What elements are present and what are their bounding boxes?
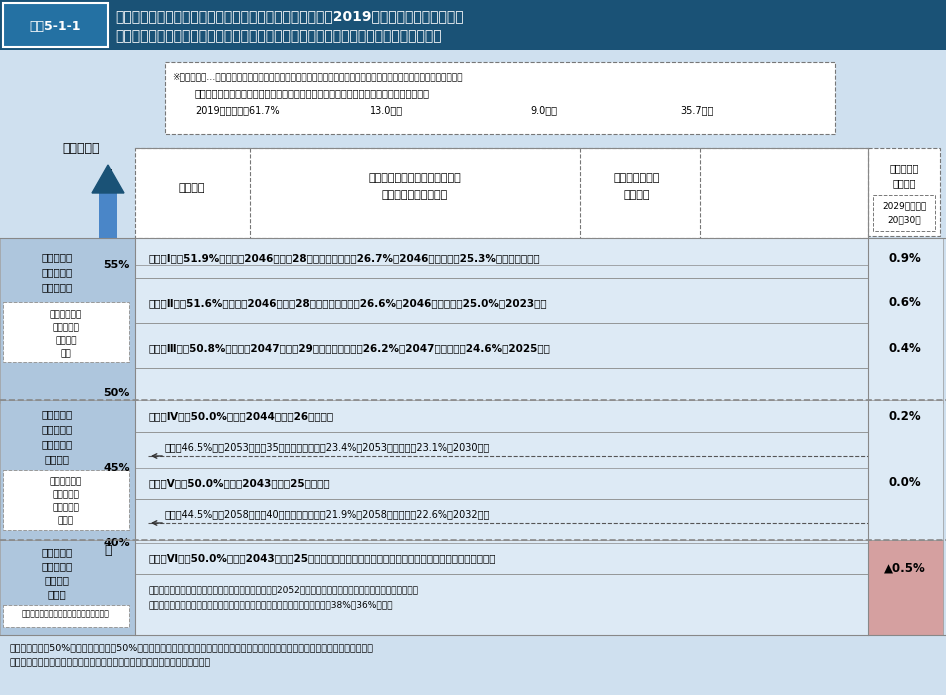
- Text: 給付水準調整の: 給付水準調整の: [614, 173, 660, 183]
- Text: 経済成長と: 経済成長と: [42, 252, 73, 262]
- Text: 35.7万円: 35.7万円: [680, 105, 713, 115]
- Text: 終了年度: 終了年度: [623, 190, 650, 200]
- Text: 0.9%: 0.9%: [888, 252, 921, 265]
- Text: 0.2%: 0.2%: [888, 409, 921, 423]
- Bar: [868, 238, 943, 403]
- Text: （注）46.5%　（2053（令和35）年度）｛基礎：23.4%（2053）、比例：23.1%（2030）｝: （注）46.5% （2053（令和35）年度）｛基礎：23.4%（2053）、比…: [165, 442, 490, 452]
- Text: その後、保険料と国庫負担で賄うことのできる給付水準は、所得代替率38%～36%程度。: その後、保険料と国庫負担で賄うことのできる給付水準は、所得代替率38%～36%程…: [148, 600, 393, 610]
- Text: に接続: に接続: [58, 516, 74, 525]
- Text: ▲0.5%: ▲0.5%: [885, 562, 926, 575]
- Bar: [99, 193, 117, 560]
- Bar: [3, 302, 129, 362]
- Text: ケースⅣ　（50.0%）　（2044（令和26）年度）: ケースⅣ （50.0%） （2044（令和26）年度）: [148, 411, 333, 421]
- Text: 労働参加が: 労働参加が: [42, 561, 73, 571]
- Text: 図表5-1-1: 図表5-1-1: [29, 19, 80, 33]
- Text: 45%: 45%: [103, 463, 130, 473]
- Text: 0.4%: 0.4%: [888, 341, 921, 354]
- Text: 給付水準の調整終了年度と最終的な所得代替率の見通し（2019（令和元）年財政検証）: 給付水準の調整終了年度と最終的な所得代替率の見通し（2019（令和元）年財政検証…: [115, 9, 464, 23]
- Text: ※所得代替率…公的年金の給付水準を示す指標。現役男子の平均手取り収入額に対する年金額の比率により表される。: ※所得代替率…公的年金の給付水準を示す指標。現役男子の平均手取り収入額に対する年…: [172, 72, 463, 81]
- Text: 13.0万円: 13.0万円: [370, 105, 403, 115]
- Text: 労働参加が: 労働参加が: [42, 267, 73, 277]
- Text: －幅広い複数ケースの経済前提における見通し（人口の前提：出生中位、死亡中位）－: －幅広い複数ケースの経済前提における見通し（人口の前提：出生中位、死亡中位）－: [115, 29, 442, 43]
- Text: （＊）機械的に給付水準調整を続けると、国民年金は2052年度に積立金がなくなり完全な賦課方式に移行。: （＊）機械的に給付水準調整を続けると、国民年金は2052年度に積立金がなくなり完…: [148, 585, 418, 594]
- Text: 一定程度進: 一定程度進: [42, 439, 73, 449]
- Text: ケースⅥ　（50.0%）　（2043（令和25）年度）（機械的に基礎、比例ともに給付水準調整を続けた場合）: ケースⅥ （50.0%） （2043（令和25）年度）（機械的に基礎、比例ともに…: [148, 553, 496, 563]
- Bar: [135, 400, 868, 540]
- Text: （内閣府試算のベースラインケースに接続: （内閣府試算のベースラインケースに接続: [22, 610, 110, 619]
- Text: インケース: インケース: [53, 503, 79, 512]
- Text: むケース: むケース: [44, 454, 69, 464]
- Text: 高: 高: [104, 167, 112, 181]
- Text: の成長実現: の成長実現: [53, 323, 79, 332]
- Text: ケースⅤ　（50.0%）　（2043（令和25）年度）: ケースⅤ （50.0%） （2043（令和25）年度）: [148, 478, 329, 488]
- Text: ケースⅠ　　51.9%　　　（2046（令和28）年度）｛基礎：26.7%（2046）、比例：25.3%（調整なし）｝: ケースⅠ 51.9% （2046（令和28）年度）｛基礎：26.7%（2046）…: [148, 253, 539, 263]
- Text: 注：所得代替率50%を下回る場合は、50%で給付水準調整を終了し、給付及び負担の在り方について検討を行うこととされているが、: 注：所得代替率50%を下回る場合は、50%で給付水準調整を終了し、給付及び負担の…: [10, 644, 374, 653]
- Text: 9.0万円: 9.0万円: [530, 105, 557, 115]
- Text: 経済成長と: 経済成長と: [42, 547, 73, 557]
- Text: 経済成長と: 経済成長と: [42, 409, 73, 419]
- Text: （注）44.5%　（2058（令和40）年度）｛基礎：21.9%（2058）、比例：22.6%（2032）｝: （注）44.5% （2058（令和40）年度）｛基礎：21.9%（2058）、比…: [165, 509, 490, 519]
- Bar: [868, 400, 943, 540]
- Bar: [0, 238, 135, 403]
- Bar: [3, 3, 108, 47]
- Bar: [0, 0, 946, 50]
- Text: （実質）: （実質）: [892, 178, 916, 188]
- Text: 所得代替率: 所得代替率: [62, 142, 99, 154]
- Bar: [3, 605, 129, 627]
- Text: ケースⅢ　　50.8%　　　（2047（令和29）年度）｛基礎：26.2%（2047）、比例：24.6%（2025）｝: ケースⅢ 50.8% （2047（令和29）年度）｛基礎：26.2%（2047）…: [148, 343, 550, 353]
- Bar: [165, 62, 835, 134]
- Polygon shape: [92, 165, 124, 193]
- Bar: [135, 238, 868, 403]
- Text: 進むケース: 進むケース: [42, 282, 73, 292]
- Text: 厚生年金の所得代替率: 厚生年金の所得代替率: [382, 190, 448, 200]
- Text: 労働参加が: 労働参加が: [42, 424, 73, 434]
- Bar: [0, 400, 135, 540]
- Text: 0.6%: 0.6%: [888, 297, 921, 309]
- Text: 経済前提: 経済前提: [179, 183, 205, 193]
- Text: 進まない: 進まない: [44, 575, 69, 585]
- Text: ケース: ケース: [47, 589, 66, 599]
- Bar: [135, 540, 868, 635]
- Text: ケースⅡ　　51.6%　　　（2046（令和28）年度）｛基礎：26.6%（2046）、比例：25.0%（2023）｝: ケースⅡ 51.6% （2046（令和28）年度）｛基礎：26.6%（2046）…: [148, 298, 547, 308]
- Text: （内閣府試算: （内閣府試算: [50, 477, 82, 486]
- Bar: [868, 148, 940, 236]
- Bar: [3, 470, 129, 530]
- Text: 低: 低: [104, 544, 112, 557]
- Text: 55%: 55%: [104, 260, 130, 270]
- Bar: [0, 540, 135, 635]
- Bar: [868, 540, 943, 635]
- Text: 所得代替率＝（夫婦２人の基礎年金　＋　夫の厚生年金）／現役男子の平均手取り収入額: 所得代替率＝（夫婦２人の基礎年金 ＋ 夫の厚生年金）／現役男子の平均手取り収入額: [195, 88, 430, 98]
- Bar: [873, 195, 935, 231]
- Text: （内閣府試算: （内閣府試算: [50, 311, 82, 320]
- Text: 2019年度：　　61.7%: 2019年度： 61.7%: [195, 105, 280, 115]
- Text: 接続: 接続: [61, 350, 71, 359]
- Text: 2029年度以降: 2029年度以降: [882, 202, 926, 211]
- Text: 仮に、財政のバランスが取れるまで機械的に給付水準調整を進めた場合。: 仮に、財政のバランスが取れるまで機械的に給付水準調整を進めた場合。: [10, 658, 211, 667]
- Text: ケースに: ケースに: [55, 336, 77, 345]
- Text: のベースラ: のベースラ: [53, 491, 79, 500]
- Text: 経済成長率: 経済成長率: [889, 163, 919, 173]
- Bar: [135, 148, 868, 238]
- Text: 0.0%: 0.0%: [888, 477, 921, 489]
- Text: 50%: 50%: [104, 388, 130, 398]
- Text: 給付水準調整終了後の標準的な: 給付水準調整終了後の標準的な: [369, 173, 462, 183]
- Text: 20～30年: 20～30年: [887, 215, 920, 224]
- Text: 40%: 40%: [103, 538, 130, 548]
